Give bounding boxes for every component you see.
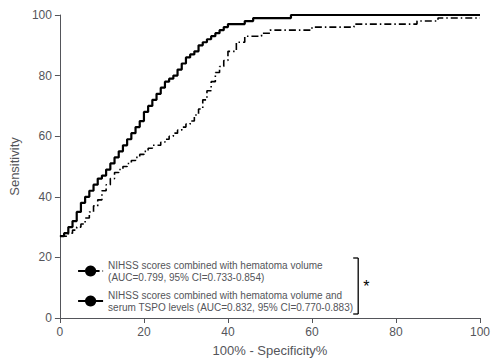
- svg-text:80: 80: [39, 69, 53, 83]
- svg-text:80: 80: [389, 325, 403, 339]
- svg-text:serum TSPO levels (AUC=0.832,: serum TSPO levels (AUC=0.832, 95% CI=0.7…: [108, 302, 353, 313]
- svg-text:100% - Specificity%: 100% - Specificity%: [213, 343, 328, 358]
- svg-text:NIHSS scores combined with hem: NIHSS scores combined with hematoma volu…: [108, 290, 342, 301]
- svg-text:20: 20: [39, 250, 53, 264]
- svg-text:60: 60: [39, 129, 53, 143]
- svg-text:NIHSS scores combined with hem: NIHSS scores combined with hematoma volu…: [108, 260, 323, 271]
- svg-text:100: 100: [32, 8, 52, 22]
- svg-text:Sensitivity: Sensitivity: [7, 137, 22, 196]
- svg-text:*: *: [363, 278, 369, 295]
- svg-text:40: 40: [39, 190, 53, 204]
- svg-text:0: 0: [57, 325, 64, 339]
- svg-text:60: 60: [305, 325, 319, 339]
- svg-text:40: 40: [221, 325, 235, 339]
- svg-text:20: 20: [137, 325, 151, 339]
- svg-text:(AUC=0.799, 95% CI=0.733-0.854: (AUC=0.799, 95% CI=0.733-0.854): [108, 272, 264, 283]
- svg-text:0: 0: [45, 311, 52, 325]
- svg-text:100: 100: [470, 325, 490, 339]
